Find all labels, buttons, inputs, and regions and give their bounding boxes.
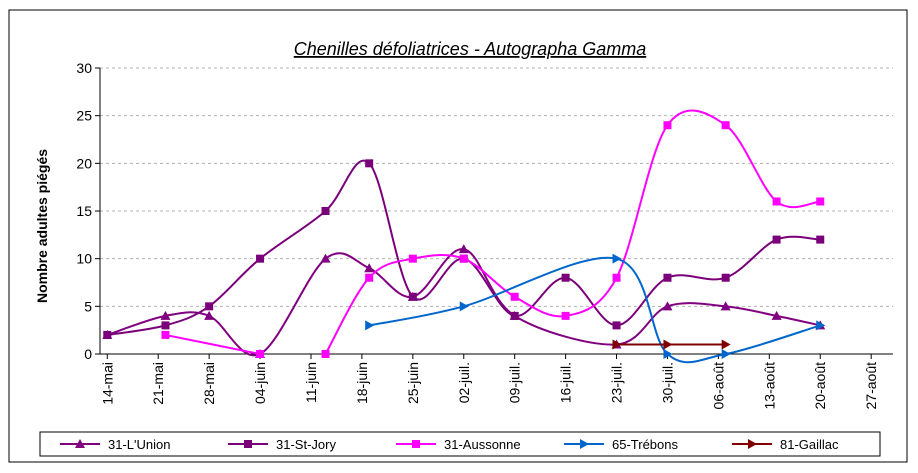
x-tick-label: 27-août bbox=[863, 362, 879, 410]
data-point bbox=[612, 321, 621, 330]
data-point bbox=[561, 273, 570, 282]
legend-label: 31-St-Jory bbox=[276, 437, 336, 452]
y-tick-label: 30 bbox=[76, 60, 92, 76]
x-tick-label: 18-juin bbox=[354, 362, 370, 404]
x-tick-label: 25-juin bbox=[405, 362, 421, 404]
data-point bbox=[321, 207, 330, 215]
data-point bbox=[721, 339, 731, 350]
legend-label: 65-Trébons bbox=[612, 437, 678, 452]
data-point bbox=[772, 197, 781, 206]
data-point bbox=[365, 320, 375, 331]
y-tick-label: 10 bbox=[76, 251, 92, 267]
x-tick-label: 02-juil. bbox=[456, 362, 472, 403]
data-point bbox=[721, 273, 730, 282]
legend-marker bbox=[412, 440, 420, 448]
data-point bbox=[256, 350, 265, 358]
data-point bbox=[662, 301, 673, 311]
y-tick-label: 20 bbox=[76, 155, 92, 171]
data-point bbox=[663, 273, 672, 282]
data-point bbox=[459, 301, 469, 312]
x-tick-label: 16-juil. bbox=[558, 362, 574, 403]
x-tick-label: 06-août bbox=[710, 362, 726, 410]
y-axis-label: Nombre adultes piégés bbox=[34, 149, 50, 303]
x-tick-label: 23-juil. bbox=[609, 362, 625, 403]
data-point bbox=[510, 292, 519, 301]
data-point bbox=[816, 235, 825, 244]
legend-label: 31-L'Union bbox=[108, 437, 170, 452]
x-tick-label: 28-mai bbox=[201, 362, 217, 405]
series-line bbox=[324, 109, 821, 355]
y-tick-label: 0 bbox=[84, 346, 92, 362]
data-point bbox=[364, 263, 375, 273]
data-point bbox=[204, 310, 215, 320]
data-point bbox=[663, 349, 673, 359]
data-point bbox=[721, 349, 731, 359]
x-tick-label: 20-août bbox=[812, 362, 828, 410]
series-line bbox=[165, 333, 261, 355]
data-point bbox=[816, 320, 826, 331]
data-point bbox=[663, 339, 673, 350]
x-tick-label: 14-mai bbox=[99, 362, 115, 405]
legend-label: 81-Gaillac bbox=[780, 437, 839, 452]
data-point bbox=[160, 310, 171, 320]
data-point bbox=[612, 253, 622, 264]
x-tick-label: 11-juin bbox=[303, 362, 319, 403]
data-point bbox=[321, 350, 330, 358]
legend-marker bbox=[244, 440, 252, 448]
data-point bbox=[612, 339, 622, 350]
data-point bbox=[816, 197, 825, 206]
data-point bbox=[205, 302, 214, 311]
legend-label: 31-Aussonne bbox=[444, 437, 521, 452]
data-point bbox=[320, 253, 331, 263]
data-point bbox=[408, 254, 417, 263]
data-point bbox=[365, 159, 374, 168]
data-point bbox=[458, 244, 469, 254]
series-line bbox=[107, 159, 821, 336]
legend-marker bbox=[75, 439, 85, 448]
x-tick-label: 09-juil. bbox=[507, 362, 523, 403]
x-tick-label: 30-juil. bbox=[659, 362, 675, 403]
y-tick-label: 5 bbox=[84, 298, 92, 314]
data-point bbox=[161, 330, 170, 339]
data-point bbox=[256, 254, 265, 263]
x-tick-label: 04-juin bbox=[252, 362, 268, 404]
data-point bbox=[772, 235, 781, 244]
legend-marker bbox=[580, 439, 589, 449]
x-tick-label: 13-août bbox=[761, 362, 777, 410]
data-point bbox=[365, 273, 374, 282]
data-point bbox=[720, 301, 731, 311]
data-point bbox=[612, 273, 621, 282]
data-point bbox=[663, 121, 672, 130]
series-line bbox=[106, 248, 821, 357]
data-point bbox=[771, 310, 782, 320]
data-point bbox=[561, 311, 570, 320]
y-tick-label: 25 bbox=[76, 108, 92, 124]
x-tick-label: 21-mai bbox=[150, 362, 166, 405]
data-point bbox=[408, 292, 417, 301]
chart-frame bbox=[8, 9, 908, 463]
data-point bbox=[103, 330, 112, 339]
y-tick-label: 15 bbox=[76, 203, 92, 219]
chart-title: Chenilles défoliatrices - Autographa Gam… bbox=[294, 39, 647, 59]
legend-marker bbox=[748, 439, 757, 449]
data-point bbox=[510, 311, 519, 320]
data-point bbox=[459, 254, 468, 263]
data-point bbox=[161, 321, 170, 330]
data-point bbox=[721, 121, 730, 130]
